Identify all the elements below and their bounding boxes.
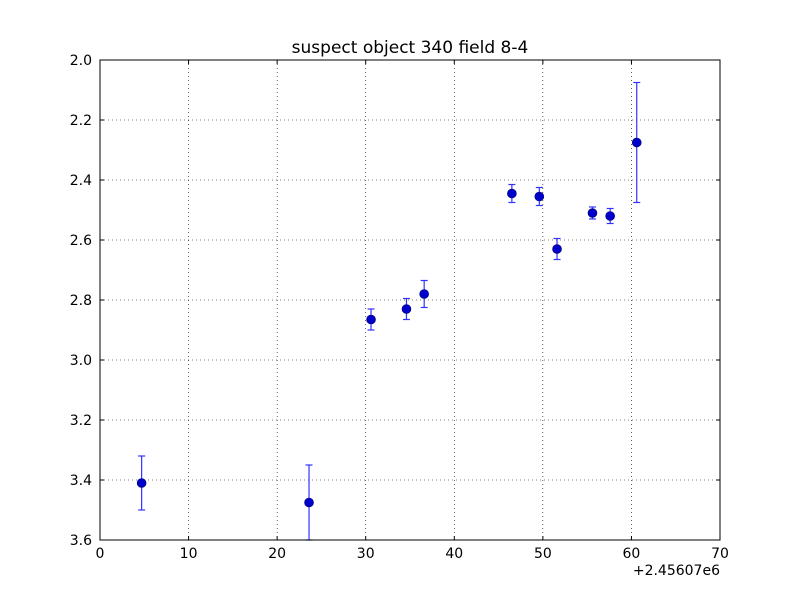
x-offset-label: +2.45607e6 — [633, 563, 720, 579]
data-point — [304, 497, 314, 508]
y-tick-label: 2.0 — [70, 53, 92, 69]
axis-ticks: 0 10 20 30 40 50 60 70 2.0 2.2 2.4 2.6 2.8 3.0 3.2 3.4 3… — [70, 53, 729, 562]
y-tick-label: 2.6 — [70, 233, 92, 249]
x-tick-label: 50 — [534, 546, 552, 562]
data-point — [366, 314, 376, 325]
y-tick-label: 3.4 — [70, 473, 92, 489]
x-tick-label: 30 — [357, 546, 375, 562]
y-tick-label: 3.0 — [70, 353, 92, 369]
data-point — [587, 208, 598, 218]
x-tick-label: 20 — [268, 546, 286, 562]
data-point — [534, 191, 545, 202]
x-tick-label: 10 — [180, 546, 198, 562]
x-tick-label: 0 — [96, 546, 105, 562]
data-series — [136, 81, 642, 541]
data-point — [552, 244, 562, 254]
y-tick-label: 2.4 — [70, 173, 92, 189]
data-point — [136, 478, 147, 488]
y-tick-label: 2.8 — [70, 293, 92, 309]
data-point — [631, 137, 642, 148]
x-tick-label: 60 — [623, 546, 641, 562]
x-tick-label: 70 — [711, 546, 729, 562]
data-point — [507, 188, 517, 199]
data-point — [401, 304, 412, 314]
x-tick-label: 40 — [445, 546, 463, 562]
y-tick-label: 3.2 — [70, 413, 92, 429]
data-point — [605, 211, 615, 221]
y-tick-label: 3.6 — [70, 533, 92, 549]
chart-title: suspect object 340 field 8-4 — [292, 38, 529, 58]
data-point — [419, 289, 429, 299]
y-tick-label: 2.2 — [70, 113, 92, 129]
grid — [100, 60, 720, 540]
